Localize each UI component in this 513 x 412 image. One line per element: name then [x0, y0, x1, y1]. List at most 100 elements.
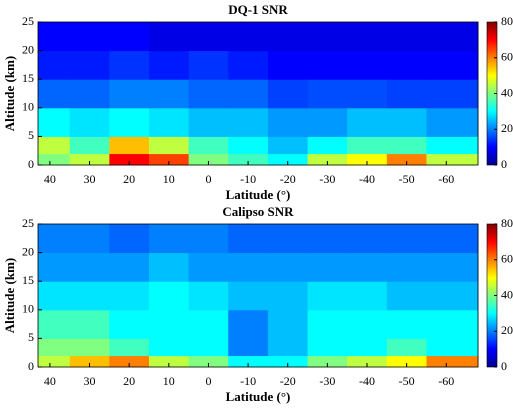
heat-cell: [307, 107, 348, 137]
x-tick-label: -50: [399, 374, 415, 388]
heat-cell: [386, 281, 427, 311]
heat-cell: [347, 153, 388, 166]
heat-cell: [38, 79, 71, 109]
heat-cell: [267, 79, 309, 109]
heat-cell: [148, 355, 190, 368]
x-tick-label: -10: [240, 374, 256, 388]
plot-frame: [37, 21, 479, 166]
colorbar-tick-label: 40: [501, 287, 513, 301]
heat-cell: [228, 79, 269, 109]
heat-cell: [188, 22, 229, 52]
heat-cell: [386, 136, 427, 155]
heat-cell: [109, 309, 150, 339]
heat-cell: [307, 79, 348, 109]
heat-cell: [188, 153, 229, 166]
x-tick-label: -20: [280, 374, 296, 388]
y-tick-label: 15: [22, 273, 34, 287]
y-tick-label: 0: [28, 359, 34, 373]
heat-cell: [386, 153, 427, 166]
heat-cell: [228, 355, 269, 368]
heat-cell: [69, 252, 110, 282]
chart-title: DQ-1 SNR: [228, 2, 288, 17]
x-tick-label: 20: [123, 374, 135, 388]
heat-cell: [347, 355, 388, 368]
heat-cell: [307, 153, 348, 166]
x-tick-label: 10: [163, 374, 175, 388]
heat-cell: [69, 281, 110, 311]
heat-cell: [228, 153, 269, 166]
x-tick-label: -40: [359, 374, 375, 388]
heat-cell: [347, 22, 388, 52]
heat-cell: [188, 50, 229, 80]
heat-cell: [69, 22, 110, 52]
heat-cell: [426, 136, 479, 155]
heat-cell: [148, 22, 190, 52]
heat-cell: [69, 338, 110, 357]
x-tick-label: 30: [84, 172, 96, 186]
heat-cell: [188, 107, 229, 137]
y-tick-label: 20: [22, 42, 34, 56]
heat-cell: [347, 224, 388, 254]
colorbar-tick-label: 80: [501, 14, 513, 28]
heat-cell: [347, 338, 388, 357]
heat-cell: [267, 309, 309, 339]
heat-cell: [426, 153, 479, 166]
heat-cell: [109, 281, 150, 311]
heat-cell: [109, 224, 150, 254]
colorbar-tick-label: 20: [501, 121, 513, 135]
heat-cell: [386, 355, 427, 368]
colorbar-tick-label: 60: [501, 50, 513, 64]
heat-cell: [188, 309, 229, 339]
colorbar-tick-label: 20: [501, 323, 513, 337]
heat-cell: [109, 107, 150, 137]
heat-cell: [109, 50, 150, 80]
colorbar-tick-label: 0: [501, 157, 507, 171]
heat-cell: [267, 107, 309, 137]
heat-cell: [38, 338, 71, 357]
x-tick-label: -10: [240, 172, 256, 186]
heat-cell: [307, 309, 348, 339]
heat-cell: [426, 107, 479, 137]
x-axis-label: Latitude (°): [226, 187, 291, 202]
heat-cell: [386, 338, 427, 357]
heat-cell: [386, 252, 427, 282]
heat-cell: [267, 50, 309, 80]
heat-cell: [148, 136, 190, 155]
heat-cell: [109, 22, 150, 52]
x-tick-label: -40: [359, 172, 375, 186]
colorbar-tick-label: 0: [501, 359, 507, 373]
heat-cell: [267, 338, 309, 357]
heat-cell: [69, 50, 110, 80]
heat-cell: [38, 355, 71, 368]
heat-cell: [38, 153, 71, 166]
x-tick-label: 40: [44, 374, 56, 388]
y-tick-label: 0: [28, 157, 34, 171]
heat-cell: [426, 22, 479, 52]
heat-cell: [386, 309, 427, 339]
heat-cell: [386, 22, 427, 52]
heat-cell: [148, 79, 190, 109]
heat-cell: [307, 355, 348, 368]
heat-cell: [307, 281, 348, 311]
heat-cell: [69, 136, 110, 155]
heat-cell: [228, 338, 269, 357]
x-tick-label: 0: [205, 374, 211, 388]
heat-cell: [188, 136, 229, 155]
heat-cell: [188, 252, 229, 282]
heat-cell: [347, 50, 388, 80]
y-tick-label: 25: [22, 14, 34, 28]
heat-cell: [188, 355, 229, 368]
heat-cell: [267, 22, 309, 52]
heat-cell: [109, 153, 150, 166]
heat-cell: [148, 50, 190, 80]
heat-cell: [38, 50, 71, 80]
chart-title: Calipso SNR: [222, 204, 294, 219]
heat-cell: [188, 338, 229, 357]
heat-cell: [386, 50, 427, 80]
heat-cell: [426, 79, 479, 109]
y-tick-label: 5: [28, 128, 34, 142]
x-tick-label: 0: [205, 172, 211, 186]
heat-cell: [267, 153, 309, 166]
heat-cell: [228, 224, 269, 254]
